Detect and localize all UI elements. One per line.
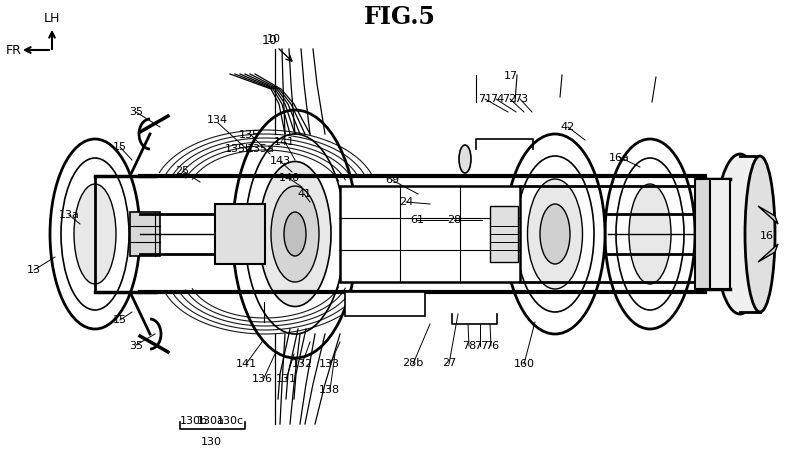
Ellipse shape xyxy=(245,134,345,334)
Text: 135b: 135b xyxy=(224,143,253,154)
Text: 74: 74 xyxy=(490,94,505,104)
Text: 16a: 16a xyxy=(609,152,630,163)
Text: 17: 17 xyxy=(503,70,518,81)
Ellipse shape xyxy=(459,145,471,173)
Text: 141: 141 xyxy=(236,359,257,370)
Text: 77: 77 xyxy=(474,340,488,351)
Ellipse shape xyxy=(50,139,140,329)
Text: 15: 15 xyxy=(113,142,127,152)
Text: 140: 140 xyxy=(279,173,300,184)
Bar xyxy=(700,179,730,289)
Ellipse shape xyxy=(516,156,594,312)
Bar xyxy=(345,292,425,316)
Text: 61: 61 xyxy=(410,215,425,225)
Text: 135: 135 xyxy=(239,129,260,140)
Text: 130a: 130a xyxy=(198,416,225,426)
Text: 25: 25 xyxy=(175,166,190,176)
Text: 72: 72 xyxy=(502,94,517,104)
Text: 35: 35 xyxy=(129,107,143,118)
Text: 160: 160 xyxy=(514,359,535,370)
Bar xyxy=(490,206,518,262)
Ellipse shape xyxy=(540,204,570,264)
Text: 76: 76 xyxy=(485,340,499,351)
Text: 10: 10 xyxy=(266,34,281,44)
Text: 42: 42 xyxy=(561,122,575,133)
Text: 78: 78 xyxy=(462,340,477,351)
Text: 135a: 135a xyxy=(247,143,274,154)
Text: 143: 143 xyxy=(270,156,290,167)
Text: 130c: 130c xyxy=(217,416,244,426)
Text: 133: 133 xyxy=(319,359,340,370)
Text: 15: 15 xyxy=(113,315,127,325)
Text: 24: 24 xyxy=(399,197,414,207)
Text: 136: 136 xyxy=(252,374,273,385)
Ellipse shape xyxy=(284,212,306,256)
Text: 28b: 28b xyxy=(402,358,423,369)
Text: 16: 16 xyxy=(759,231,774,241)
Ellipse shape xyxy=(259,161,331,306)
Ellipse shape xyxy=(505,134,605,334)
Text: 138: 138 xyxy=(319,385,340,395)
Text: 141: 141 xyxy=(274,136,295,147)
Text: 69: 69 xyxy=(385,175,399,185)
Ellipse shape xyxy=(271,186,319,282)
Text: LH: LH xyxy=(44,12,60,25)
Text: 73: 73 xyxy=(514,94,529,104)
Bar xyxy=(340,186,520,282)
Bar xyxy=(695,179,710,289)
Polygon shape xyxy=(758,244,778,262)
Text: FR: FR xyxy=(6,43,22,57)
Bar xyxy=(130,212,160,256)
Text: 41: 41 xyxy=(297,189,311,200)
Ellipse shape xyxy=(61,158,129,310)
Ellipse shape xyxy=(527,179,582,289)
Text: 27: 27 xyxy=(442,358,457,369)
Text: 71: 71 xyxy=(478,94,493,104)
Ellipse shape xyxy=(629,184,671,284)
Ellipse shape xyxy=(605,139,695,329)
Text: 35: 35 xyxy=(129,340,143,351)
Polygon shape xyxy=(758,206,778,224)
Ellipse shape xyxy=(715,154,765,314)
Text: 130: 130 xyxy=(201,437,222,447)
Ellipse shape xyxy=(616,158,684,310)
Ellipse shape xyxy=(745,156,775,312)
Text: 13a: 13a xyxy=(58,210,79,220)
Text: FIG.5: FIG.5 xyxy=(364,5,436,29)
Bar xyxy=(215,204,265,264)
Bar xyxy=(740,156,765,312)
Text: 131: 131 xyxy=(276,374,297,385)
Ellipse shape xyxy=(233,110,358,358)
Text: 132: 132 xyxy=(292,359,313,370)
Text: 10: 10 xyxy=(262,34,278,47)
Text: 28: 28 xyxy=(447,215,462,225)
Text: 130b: 130b xyxy=(179,416,208,426)
Ellipse shape xyxy=(74,184,116,284)
Text: 134: 134 xyxy=(207,115,228,126)
Text: 13: 13 xyxy=(26,265,41,275)
